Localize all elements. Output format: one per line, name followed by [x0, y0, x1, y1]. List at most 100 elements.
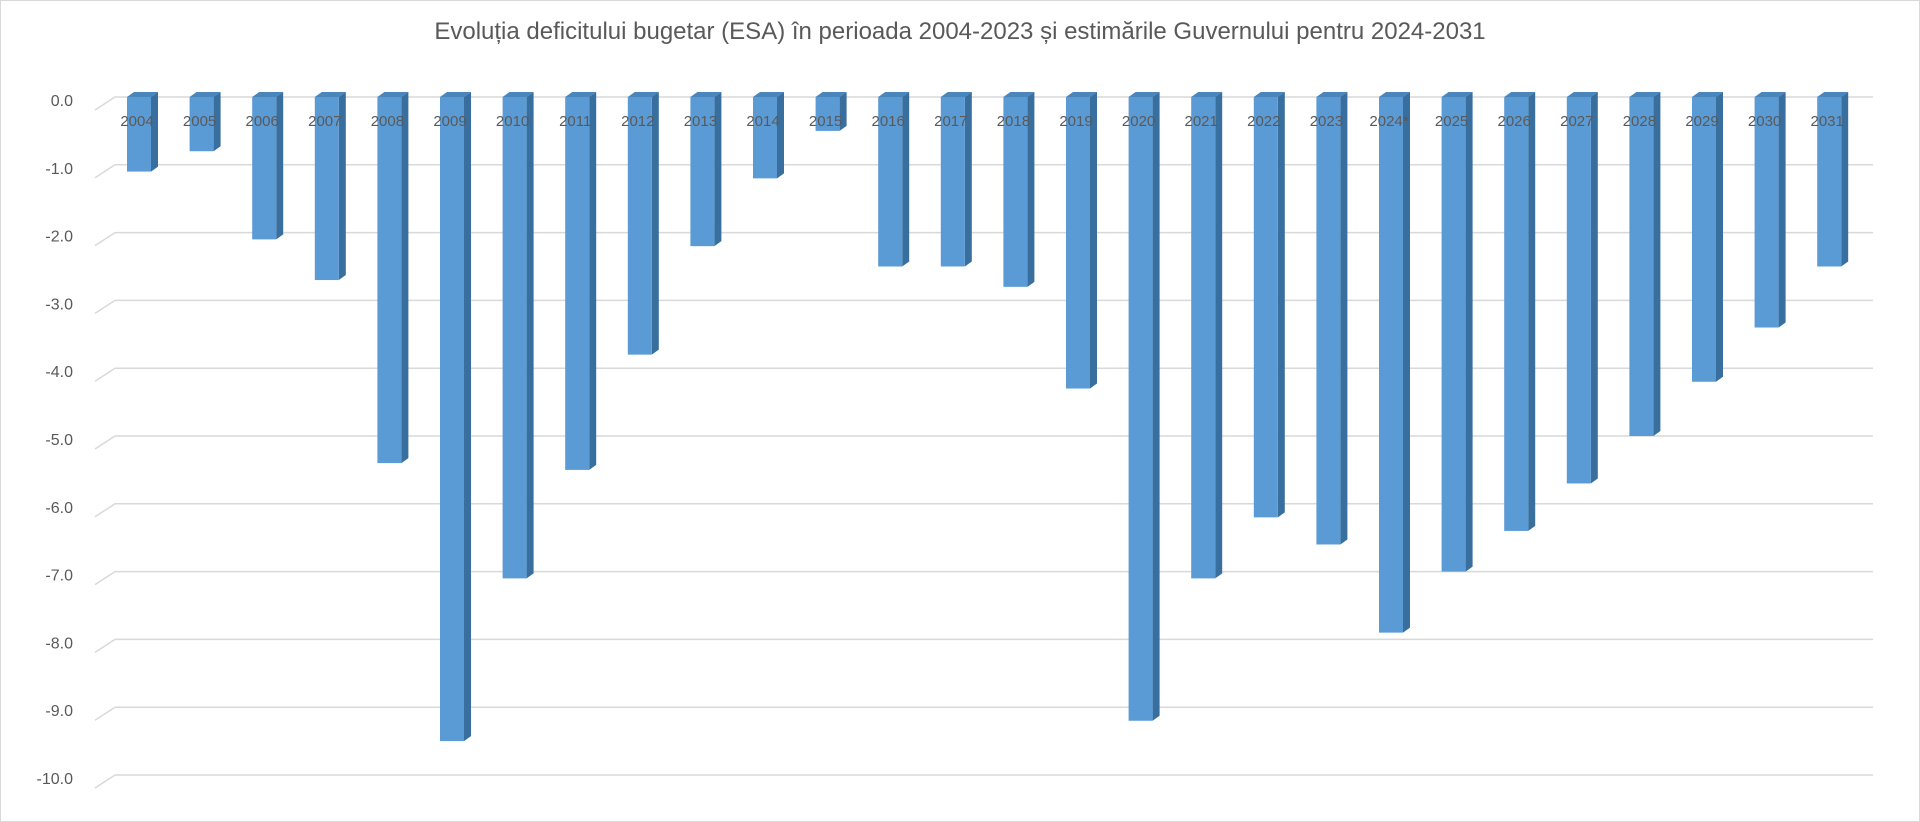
bar-side-face [526, 92, 534, 579]
bar-front-face [1629, 97, 1654, 436]
x-category-label: 2025 [1435, 113, 1468, 130]
bar-front-face [1441, 97, 1466, 572]
bar [1629, 92, 1661, 436]
x-category-label: 2021 [1185, 113, 1218, 130]
x-category-label: 2030 [1748, 113, 1781, 130]
bar-side-face [464, 92, 471, 742]
bar-front-face [815, 97, 840, 131]
bar-side-face [151, 92, 158, 172]
bar-top-face [753, 92, 784, 97]
bar [189, 92, 221, 152]
bar-side-face [1778, 92, 1786, 328]
bar-side-face [1027, 92, 1035, 287]
gridline [94, 570, 1873, 586]
bar-top-face [1817, 92, 1849, 97]
bar-side-face [338, 92, 346, 281]
bar [377, 92, 409, 464]
bar-top-face [1066, 92, 1097, 97]
bar-front-face [502, 97, 527, 579]
bar-top-face [1003, 92, 1035, 97]
bar-front-face [753, 97, 777, 179]
bar [753, 92, 784, 179]
bar [1441, 92, 1473, 572]
x-category-label: 2009 [433, 113, 466, 130]
x-category-label: 2006 [246, 113, 279, 130]
bar-top-face [1566, 92, 1598, 97]
bar-top-face [440, 92, 471, 97]
bar-front-face [1253, 97, 1278, 518]
bar-top-face [815, 92, 847, 97]
bar [565, 92, 597, 470]
bar-front-face [252, 97, 277, 240]
bar-front-face [1817, 97, 1842, 267]
bar-front-face [377, 97, 402, 464]
bar [1003, 92, 1035, 287]
gridline [94, 96, 1873, 111]
bar-front-face [940, 97, 965, 267]
bar [127, 92, 158, 172]
bar-top-face [1629, 92, 1661, 97]
x-category-label: 2010 [496, 113, 529, 130]
bar-top-face [1379, 92, 1410, 97]
gridline [94, 774, 1873, 789]
gridline [94, 503, 1873, 518]
y-tick-label: 0.0 [51, 93, 73, 110]
bar [1566, 92, 1598, 484]
bar-top-face [1128, 92, 1160, 97]
bar-top-face [1253, 92, 1285, 97]
y-tick-label: -7.0 [45, 568, 73, 585]
bar [502, 92, 534, 579]
x-category-label: 2015 [809, 113, 842, 130]
bar [1692, 92, 1723, 382]
bar-front-face [878, 97, 903, 267]
bar-side-face [964, 92, 972, 267]
x-category-label: 2017 [934, 113, 967, 130]
bar [1128, 92, 1160, 721]
bar-side-face [1716, 92, 1723, 382]
x-category-label: 2016 [872, 113, 905, 130]
bar-side-face [1215, 92, 1223, 579]
bar-front-face [127, 97, 151, 172]
x-category-label: 2026 [1498, 113, 1531, 130]
bar-side-face [651, 92, 659, 355]
x-category-label: 2019 [1059, 113, 1092, 130]
x-category-label: 2008 [371, 113, 404, 130]
bar-side-face [777, 92, 784, 179]
bar-front-face [1128, 97, 1153, 721]
x-category-label: 2029 [1685, 113, 1718, 130]
bar-top-face [127, 92, 158, 97]
bar-front-face [1692, 97, 1716, 382]
x-category-label: 2018 [997, 113, 1030, 130]
bars [127, 92, 1849, 742]
bar-side-face [401, 92, 409, 464]
bar [940, 92, 972, 267]
chart-title: Evoluția deficitului bugetar (ESA) în pe… [434, 18, 1486, 45]
bar-side-face [589, 92, 597, 470]
bar-side-face [1277, 92, 1285, 518]
bar-top-face [1441, 92, 1473, 97]
gridline [94, 164, 1873, 179]
bar-top-face [377, 92, 409, 97]
bar-front-face [1504, 97, 1529, 531]
bar-front-face [189, 97, 214, 152]
x-category-label: 2020 [1122, 113, 1155, 130]
bar-side-face [1465, 92, 1473, 572]
x-category-label: 2013 [684, 113, 717, 130]
y-axis-ticks: 0.0 -1.0 -2.0 -3.0 -4.0 -5.0 -6.0 -7.0 -8.0 -9.0 -… [37, 93, 74, 788]
bar [690, 92, 722, 247]
y-tick-label: -9.0 [45, 703, 73, 720]
x-category-label: 2007 [308, 113, 341, 130]
bar-front-face [1191, 97, 1216, 579]
y-tick-label: -4.0 [45, 364, 73, 381]
x-category-label: 2031 [1811, 113, 1844, 130]
x-category-label: 2023 [1310, 113, 1343, 130]
bar [1817, 92, 1849, 267]
bar-top-face [314, 92, 346, 97]
bar-top-face [1754, 92, 1786, 97]
bar [627, 92, 659, 355]
y-tick-label: -8.0 [45, 635, 73, 652]
bar-side-face [902, 92, 910, 267]
bar-front-face [1754, 97, 1779, 328]
gridline [94, 367, 1873, 382]
